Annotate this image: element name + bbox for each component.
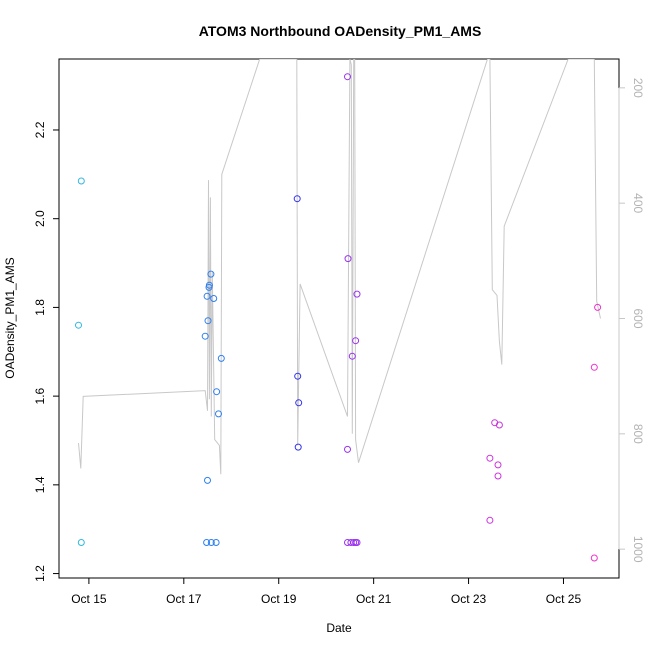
x-tick-label: Oct 25 xyxy=(546,592,582,606)
data-point xyxy=(204,317,212,325)
x-axis: Oct 15 Oct 17 Oct 19 Oct 21 Oct 23 Oct 25 xyxy=(71,577,582,606)
y-tick-label: 1.4 xyxy=(33,476,47,493)
secondary-series-line xyxy=(78,59,601,475)
data-point xyxy=(344,73,351,81)
secondary-y-axis: 200 400 600 800 1000 xyxy=(618,78,645,563)
y-tick-label: 1.6 xyxy=(33,387,47,404)
data-point xyxy=(207,539,215,546)
y-tick-label: 1.8 xyxy=(33,299,47,316)
data-point xyxy=(203,539,211,546)
data-point xyxy=(594,303,602,311)
data-point xyxy=(77,177,85,185)
data-point xyxy=(353,290,361,298)
data-point xyxy=(352,337,360,345)
x-tick-label: Oct 21 xyxy=(356,592,392,606)
secondary-tick-label: 800 xyxy=(631,424,645,444)
data-point xyxy=(203,292,211,300)
data-points xyxy=(75,73,602,562)
x-tick-label: Oct 19 xyxy=(261,592,297,606)
data-point xyxy=(294,372,302,380)
data-point xyxy=(348,352,356,360)
x-tick-label: Oct 17 xyxy=(166,592,202,606)
secondary-tick-label: 1000 xyxy=(631,536,645,563)
y-tick-label: 2.0 xyxy=(33,210,47,227)
data-point xyxy=(486,516,494,524)
data-point xyxy=(295,399,303,407)
data-point xyxy=(217,354,225,362)
x-axis-label: Date xyxy=(326,621,352,635)
data-point xyxy=(201,332,209,340)
data-point xyxy=(204,476,211,484)
y-tick-label: 1.2 xyxy=(33,565,47,582)
y-axis: 1.2 1.4 1.6 1.8 2.0 2.2 xyxy=(33,121,60,582)
data-point xyxy=(210,295,218,302)
data-point xyxy=(207,270,215,278)
data-point xyxy=(590,363,598,371)
data-point xyxy=(486,454,494,462)
data-point xyxy=(213,388,221,396)
data-point xyxy=(293,195,301,203)
data-point xyxy=(212,539,220,546)
data-point xyxy=(494,472,502,480)
chart-title: ATOM3 Northbound OADensity_PM1_AMS xyxy=(199,23,482,39)
y-axis-label: OADensity_PM1_AMS xyxy=(3,257,17,378)
x-tick-label: Oct 15 xyxy=(71,592,107,606)
data-point xyxy=(494,461,502,469)
data-point xyxy=(495,421,503,429)
x-tick-label: Oct 23 xyxy=(451,592,487,606)
data-point xyxy=(350,539,358,546)
data-point xyxy=(344,255,352,263)
data-point xyxy=(77,539,85,546)
secondary-tick-label: 400 xyxy=(631,193,645,213)
y-tick-label: 2.2 xyxy=(33,121,47,138)
secondary-tick-label: 200 xyxy=(631,78,645,98)
data-point xyxy=(75,321,82,329)
data-point xyxy=(205,281,213,289)
data-point xyxy=(294,443,302,451)
data-point xyxy=(590,554,598,562)
data-point xyxy=(353,539,361,546)
data-point xyxy=(215,410,222,418)
secondary-tick-label: 600 xyxy=(631,308,645,328)
plot-frame xyxy=(58,58,620,579)
secondary-axis-line xyxy=(78,59,601,475)
data-point xyxy=(344,445,351,453)
